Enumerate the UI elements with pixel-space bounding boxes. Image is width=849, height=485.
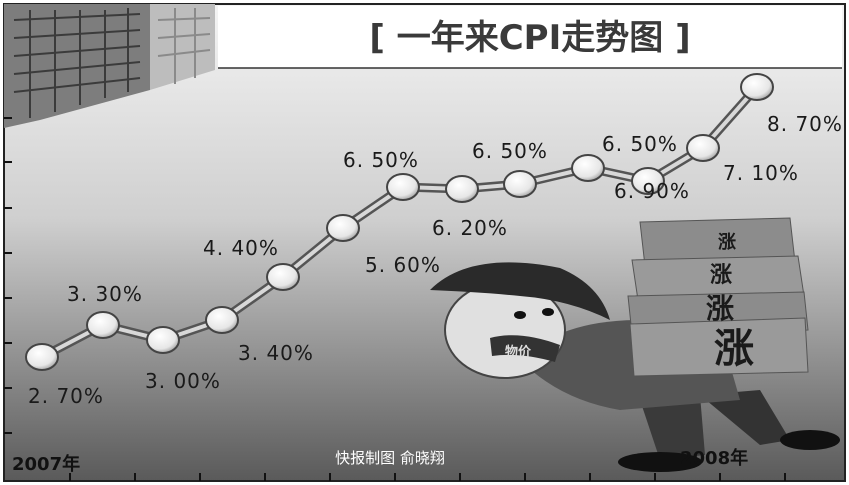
data-label: 3. 00%: [145, 369, 221, 393]
data-label: 2. 70%: [28, 384, 104, 408]
data-point-marker: [740, 73, 774, 101]
data-point-marker: [146, 326, 180, 354]
data-label: 3. 40%: [238, 341, 314, 365]
data-label: 6. 90%: [614, 179, 690, 203]
start-year-label: 2007年: [12, 453, 80, 475]
data-point-marker: [326, 214, 360, 242]
data-point-marker: [86, 311, 120, 339]
x-axis-ticks: [69, 473, 786, 481]
data-point-marker: [631, 167, 665, 195]
data-point-marker: [25, 343, 59, 371]
box-text-1: 涨: [718, 232, 736, 253]
data-label: 3. 30%: [67, 282, 143, 306]
data-label: 6. 50%: [472, 139, 548, 163]
data-label: 6. 20%: [432, 216, 508, 240]
data-label: 8. 70%: [767, 112, 843, 136]
person-carrying-boxes-illustration: 涨 涨 涨 涨 物价: [430, 217, 840, 472]
data-point-marker: [386, 173, 420, 201]
data-label: 6. 50%: [602, 132, 678, 156]
chart-frame: [3, 3, 846, 482]
building-illustration: [4, 4, 215, 128]
data-point-marker: [686, 134, 720, 162]
mouth-text: 物价: [505, 344, 532, 360]
data-label: 7. 10%: [723, 161, 799, 185]
box-text-2: 涨: [710, 263, 732, 288]
cpi-value-labels: 2. 70% 3. 30% 3. 00% 3. 40% 4. 40% 5. 60% 6. 5…: [28, 112, 843, 408]
data-label: 5. 60%: [365, 253, 441, 277]
end-year-label: 2008年: [680, 447, 748, 469]
data-label: 6. 50%: [343, 148, 419, 172]
cpi-markers: [25, 73, 774, 371]
box-text-3: 涨: [706, 292, 734, 325]
data-label: 4. 40%: [203, 236, 279, 260]
title-panel: [218, 6, 842, 68]
data-point-marker: [503, 170, 537, 198]
data-point-marker: [205, 306, 239, 334]
data-point-marker: [266, 263, 300, 291]
data-point-marker: [445, 175, 479, 203]
data-point-marker: [571, 154, 605, 182]
chart-title: [ 一年来CPI走势图 ]: [369, 18, 690, 58]
credit-text: 快报制图 俞晓翔: [335, 449, 445, 467]
y-axis-ticks: [4, 117, 12, 434]
box-text-4: 涨: [714, 326, 754, 372]
